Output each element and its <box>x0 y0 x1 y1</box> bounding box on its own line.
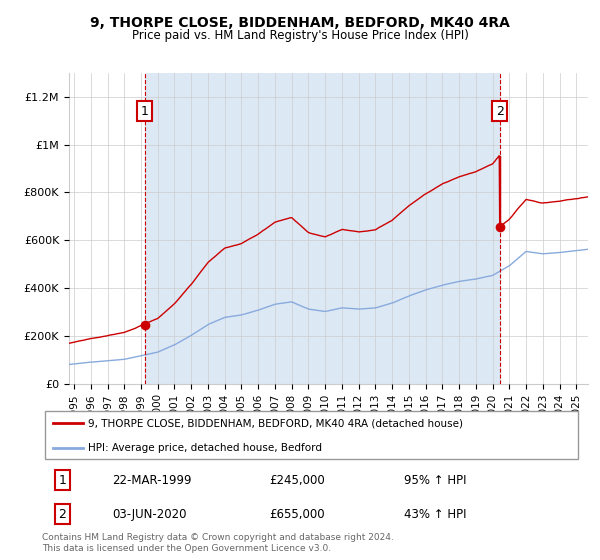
Text: £655,000: £655,000 <box>269 508 325 521</box>
Text: 2: 2 <box>59 508 67 521</box>
Text: 9, THORPE CLOSE, BIDDENHAM, BEDFORD, MK40 4RA: 9, THORPE CLOSE, BIDDENHAM, BEDFORD, MK4… <box>90 16 510 30</box>
Text: 43% ↑ HPI: 43% ↑ HPI <box>404 508 466 521</box>
Text: 03-JUN-2020: 03-JUN-2020 <box>112 508 187 521</box>
Text: £245,000: £245,000 <box>269 474 325 487</box>
Text: Contains HM Land Registry data © Crown copyright and database right 2024.
This d: Contains HM Land Registry data © Crown c… <box>42 533 394 553</box>
FancyBboxPatch shape <box>45 412 578 459</box>
Text: Price paid vs. HM Land Registry's House Price Index (HPI): Price paid vs. HM Land Registry's House … <box>131 29 469 42</box>
Bar <box>145 73 500 384</box>
Text: 2: 2 <box>496 105 503 118</box>
Text: 95% ↑ HPI: 95% ↑ HPI <box>404 474 466 487</box>
Text: 1: 1 <box>59 474 67 487</box>
Text: 22-MAR-1999: 22-MAR-1999 <box>112 474 192 487</box>
Text: 1: 1 <box>141 105 149 118</box>
Text: HPI: Average price, detached house, Bedford: HPI: Average price, detached house, Bedf… <box>88 442 322 452</box>
Text: 9, THORPE CLOSE, BIDDENHAM, BEDFORD, MK40 4RA (detached house): 9, THORPE CLOSE, BIDDENHAM, BEDFORD, MK4… <box>88 418 463 428</box>
